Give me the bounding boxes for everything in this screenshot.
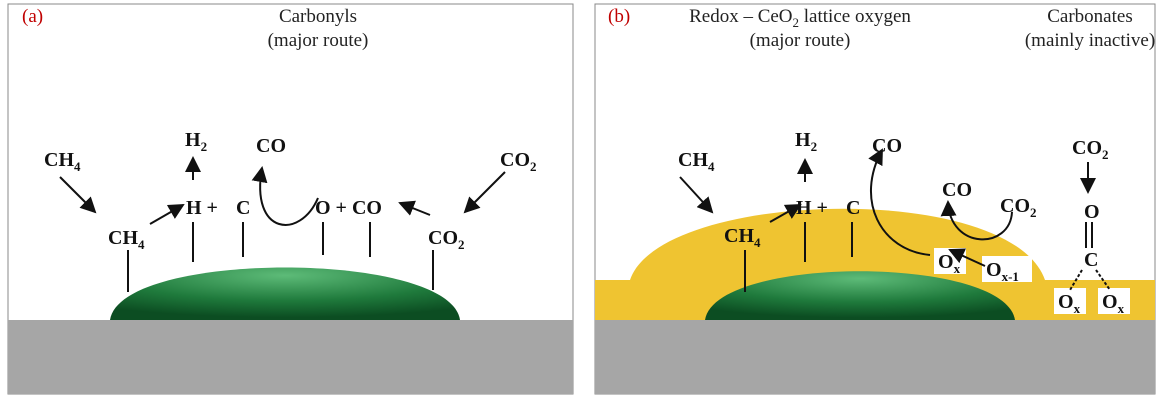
species-base: O [1084, 201, 1100, 223]
panel-a: (a) Carbonyls (major route) [8, 4, 573, 394]
title: (major route) [750, 30, 851, 51]
species-base: CH [678, 149, 708, 171]
species-label: O [1084, 201, 1100, 223]
title: Redox – CeO2 lattice oxygen [689, 6, 911, 30]
species-base: C [1084, 249, 1098, 271]
species-base: CH [724, 225, 754, 247]
species-base: CO [1072, 137, 1102, 159]
species-base: O [938, 251, 954, 273]
species-label: H + [796, 197, 828, 219]
support [8, 320, 573, 394]
panel-label: (b) [608, 6, 630, 27]
species-subscript: 4 [74, 159, 81, 174]
title: (major route) [268, 30, 369, 51]
species-subscript: 2 [1102, 147, 1109, 162]
species-base: CO [428, 227, 458, 249]
species-base: C [236, 197, 250, 219]
species-base: CO [500, 149, 530, 171]
species-base: CO [942, 179, 972, 201]
panel-b: (b) Redox – CeO2 lattice oxygen (major r… [595, 4, 1155, 394]
species-base: H + [186, 197, 218, 219]
species-label: CO [256, 135, 286, 157]
species-base: O [1102, 291, 1118, 313]
species-subscript: 4 [754, 235, 761, 250]
species-base: CH [44, 149, 74, 171]
species-subscript: x [1118, 301, 1125, 316]
title: Carbonyls [279, 6, 357, 27]
species-label: O + CO [315, 197, 382, 219]
species-base: O [986, 259, 1002, 281]
species-subscript: 2 [458, 237, 465, 252]
species-subscript: 2 [201, 139, 208, 154]
species-subscript: 4 [708, 159, 715, 174]
species-base: CH [108, 227, 138, 249]
species-base: C [846, 197, 860, 219]
species-base: H + [796, 197, 828, 219]
support [595, 320, 1155, 394]
species-base: H [185, 129, 201, 151]
species-base: CO [256, 135, 286, 157]
species-label: C [236, 197, 250, 219]
species-subscript: 4 [138, 237, 145, 252]
species-subscript: x [954, 261, 961, 276]
species-label: H + [186, 197, 218, 219]
species-base: H [795, 129, 811, 151]
species-subscript: x-1 [1002, 269, 1019, 284]
species-base: O + CO [315, 197, 382, 219]
species-label: C [1084, 249, 1098, 271]
species-label: C [846, 197, 860, 219]
species-label: CO [872, 135, 902, 157]
species-label: CO [942, 179, 972, 201]
side-title: Carbonates [1047, 6, 1132, 27]
species-base: CO [1000, 195, 1030, 217]
side-title: (mainly inactive) [1025, 30, 1155, 51]
species-subscript: x [1074, 301, 1081, 316]
species-subscript: 2 [530, 159, 537, 174]
species-subscript: 2 [811, 139, 818, 154]
species-subscript: 2 [1030, 205, 1037, 220]
species-base: O [1058, 291, 1074, 313]
panel-label: (a) [22, 6, 43, 27]
species-base: CO [872, 135, 902, 157]
figure: (a) Carbonyls (major route) (b) Redox – … [0, 0, 1160, 396]
